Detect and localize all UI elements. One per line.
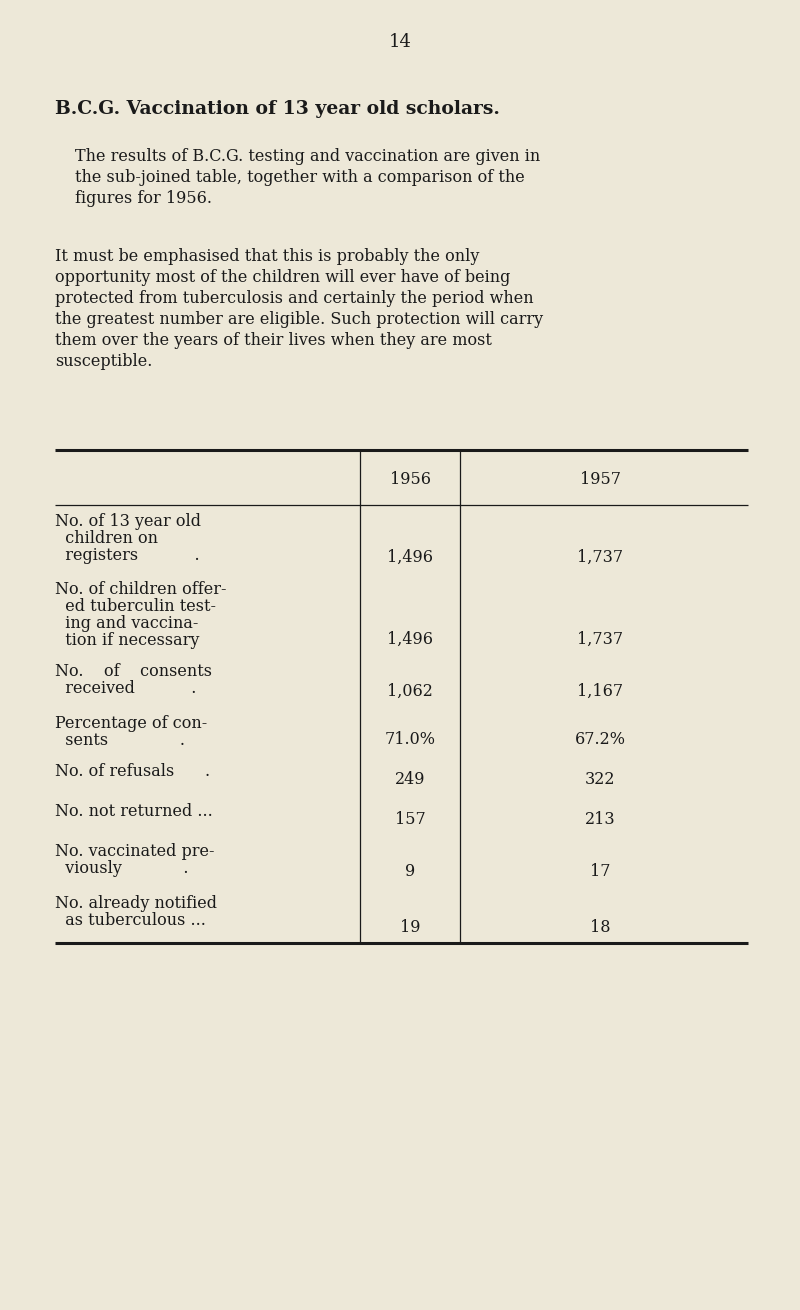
Text: 67.2%: 67.2% bbox=[574, 731, 626, 748]
Text: opportunity most of the children will ever have of being: opportunity most of the children will ev… bbox=[55, 269, 510, 286]
Text: 157: 157 bbox=[394, 811, 426, 828]
Text: No. already notified: No. already notified bbox=[55, 895, 217, 912]
Text: 1,737: 1,737 bbox=[577, 630, 623, 647]
Text: 14: 14 bbox=[389, 33, 411, 51]
Text: protected from tuberculosis and certainly the period when: protected from tuberculosis and certainl… bbox=[55, 290, 534, 307]
Text: sents              .: sents . bbox=[55, 732, 185, 749]
Text: The results of B.C.G. testing and vaccination are given in: The results of B.C.G. testing and vaccin… bbox=[75, 148, 540, 165]
Text: No. not returned ...: No. not returned ... bbox=[55, 803, 213, 820]
Text: 322: 322 bbox=[585, 770, 615, 787]
Text: tion if necessary: tion if necessary bbox=[55, 631, 199, 648]
Text: 1,496: 1,496 bbox=[387, 549, 433, 566]
Text: 18: 18 bbox=[590, 918, 610, 935]
Text: 213: 213 bbox=[585, 811, 615, 828]
Text: 9: 9 bbox=[405, 862, 415, 879]
Text: B.C.G. Vaccination of 13 year old scholars.: B.C.G. Vaccination of 13 year old schola… bbox=[55, 100, 500, 118]
Text: 1,062: 1,062 bbox=[387, 683, 433, 700]
Text: the sub-joined table, together with a comparison of the: the sub-joined table, together with a co… bbox=[75, 169, 525, 186]
Text: them over the years of their lives when they are most: them over the years of their lives when … bbox=[55, 331, 492, 348]
Text: viously            .: viously . bbox=[55, 859, 189, 876]
Text: No. of refusals      .: No. of refusals . bbox=[55, 762, 210, 779]
Text: 17: 17 bbox=[590, 862, 610, 879]
Text: 1,496: 1,496 bbox=[387, 630, 433, 647]
Text: the greatest number are eligible. Such protection will carry: the greatest number are eligible. Such p… bbox=[55, 310, 543, 328]
Text: received           .: received . bbox=[55, 680, 196, 697]
Text: children on: children on bbox=[55, 531, 158, 548]
Text: 19: 19 bbox=[400, 918, 420, 935]
Text: No. of children offer-: No. of children offer- bbox=[55, 582, 226, 597]
Text: ed tuberculin test-: ed tuberculin test- bbox=[55, 597, 216, 614]
Text: No.    of    consents: No. of consents bbox=[55, 663, 212, 680]
Text: No. vaccinated pre-: No. vaccinated pre- bbox=[55, 844, 214, 859]
Text: figures for 1956.: figures for 1956. bbox=[75, 190, 212, 207]
Text: 1,167: 1,167 bbox=[577, 683, 623, 700]
Text: as tuberculous ...: as tuberculous ... bbox=[55, 912, 206, 929]
Text: 1957: 1957 bbox=[579, 472, 621, 489]
Text: Percentage of con-: Percentage of con- bbox=[55, 715, 207, 732]
Text: It must be emphasised that this is probably the only: It must be emphasised that this is proba… bbox=[55, 248, 479, 265]
Text: 71.0%: 71.0% bbox=[385, 731, 435, 748]
Text: ing and vaccina-: ing and vaccina- bbox=[55, 614, 198, 631]
Text: No. of 13 year old: No. of 13 year old bbox=[55, 514, 201, 531]
Text: 1956: 1956 bbox=[390, 472, 430, 489]
Text: susceptible.: susceptible. bbox=[55, 352, 152, 369]
Text: 249: 249 bbox=[394, 770, 426, 787]
Text: registers           .: registers . bbox=[55, 548, 200, 565]
Text: 1,737: 1,737 bbox=[577, 549, 623, 566]
